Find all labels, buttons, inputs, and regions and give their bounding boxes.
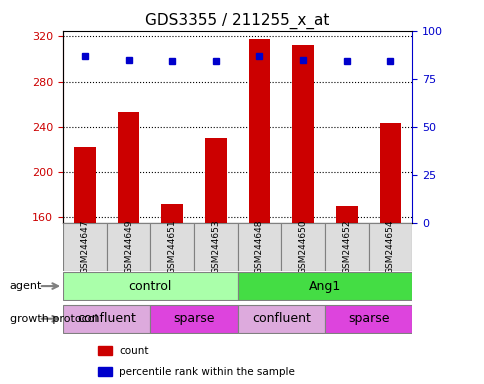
Bar xyxy=(291,45,313,223)
FancyBboxPatch shape xyxy=(237,272,411,300)
FancyBboxPatch shape xyxy=(237,305,324,333)
Text: GSM244647: GSM244647 xyxy=(80,220,89,274)
FancyBboxPatch shape xyxy=(237,223,281,271)
Text: agent: agent xyxy=(10,281,42,291)
Text: sparse: sparse xyxy=(347,312,389,325)
Bar xyxy=(161,204,182,223)
Text: GSM244650: GSM244650 xyxy=(298,219,307,274)
Text: GSM244653: GSM244653 xyxy=(211,219,220,274)
Text: Ang1: Ang1 xyxy=(308,280,340,293)
Text: sparse: sparse xyxy=(173,312,214,325)
FancyBboxPatch shape xyxy=(150,223,194,271)
Text: GSM244648: GSM244648 xyxy=(255,220,263,274)
FancyBboxPatch shape xyxy=(63,305,150,333)
Title: GDS3355 / 211255_x_at: GDS3355 / 211255_x_at xyxy=(145,13,329,29)
Text: GSM244654: GSM244654 xyxy=(385,220,394,274)
Bar xyxy=(204,138,226,223)
Bar xyxy=(335,206,357,223)
Bar xyxy=(248,39,270,223)
Text: confluent: confluent xyxy=(77,312,136,325)
FancyBboxPatch shape xyxy=(150,305,237,333)
Bar xyxy=(98,346,112,355)
Bar xyxy=(74,147,95,223)
Text: control: control xyxy=(128,280,172,293)
FancyBboxPatch shape xyxy=(63,272,237,300)
Bar xyxy=(98,367,112,376)
FancyBboxPatch shape xyxy=(63,223,106,271)
Text: growth protocol: growth protocol xyxy=(10,314,97,324)
FancyBboxPatch shape xyxy=(324,305,411,333)
Bar xyxy=(117,112,139,223)
Text: GSM244652: GSM244652 xyxy=(342,220,350,274)
FancyBboxPatch shape xyxy=(281,223,324,271)
Text: GSM244651: GSM244651 xyxy=(167,219,176,274)
FancyBboxPatch shape xyxy=(194,223,237,271)
Text: count: count xyxy=(119,346,148,356)
FancyBboxPatch shape xyxy=(368,223,411,271)
FancyBboxPatch shape xyxy=(106,223,150,271)
Text: confluent: confluent xyxy=(251,312,310,325)
Text: GSM244649: GSM244649 xyxy=(124,220,133,274)
Bar xyxy=(378,123,400,223)
FancyBboxPatch shape xyxy=(324,223,368,271)
Text: percentile rank within the sample: percentile rank within the sample xyxy=(119,367,294,377)
